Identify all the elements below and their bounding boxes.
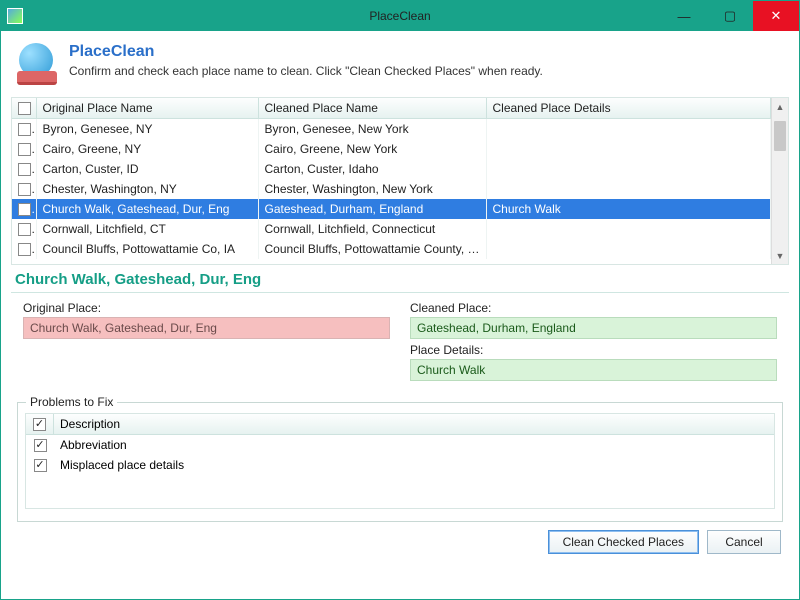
table-header-row: Original Place Name Cleaned Place Name C… [12,98,771,119]
table-row[interactable]: Council Bluffs, Pottowattamie Co, IACoun… [12,239,771,259]
window-controls: — ▢ ✕ [661,1,799,31]
table-row[interactable]: Chester, Washington, NYChester, Washingt… [12,179,771,199]
header-subtitle: Confirm and check each place name to cle… [69,64,543,78]
row-checkbox[interactable] [18,183,31,196]
problems-fieldset: Problems to Fix Description Abbreviation… [17,395,783,522]
places-table-wrap: Original Place Name Cleaned Place Name C… [11,97,789,265]
row-checkbox-cell[interactable] [12,179,36,199]
cell-details: Church Walk [486,199,771,219]
place-details-field[interactable]: Church Walk [410,359,777,381]
cell-original: Byron, Genesee, NY [36,119,258,139]
cell-details [486,239,771,259]
header-text: PlaceClean Confirm and check each place … [69,43,543,87]
vertical-scrollbar[interactable]: ▲ ▼ [771,98,788,264]
cell-cleaned: Chester, Washington, New York [258,179,486,199]
cell-details [486,119,771,139]
original-place-field[interactable]: Church Walk, Gateshead, Dur, Eng [23,317,390,339]
col-details[interactable]: Cleaned Place Details [486,98,771,119]
problem-row[interactable]: Misplaced place details [26,455,774,475]
table-row[interactable]: Byron, Genesee, NYByron, Genesee, New Yo… [12,119,771,139]
row-checkbox[interactable] [18,223,31,236]
col-cleaned[interactable]: Cleaned Place Name [258,98,486,119]
problems-header: Description [26,414,774,435]
problem-row[interactable]: Abbreviation [26,435,774,455]
table-row[interactable]: Carton, Custer, IDCarton, Custer, Idaho [12,159,771,179]
scroll-up-icon[interactable]: ▲ [772,98,788,115]
table-row[interactable]: Church Walk, Gateshead, Dur, EngGateshea… [12,199,771,219]
row-checkbox-cell[interactable] [12,239,36,259]
col-original[interactable]: Original Place Name [36,98,258,119]
problems-header-checkbox-cell[interactable] [26,414,54,434]
places-table[interactable]: Original Place Name Cleaned Place Name C… [12,98,771,264]
cell-cleaned: Cairo, Greene, New York [258,139,486,159]
detail-title: Church Walk, Gateshead, Dur, Eng [11,265,789,293]
problem-checkbox[interactable] [34,439,47,452]
cleaned-place-group: Cleaned Place: Gateshead, Durham, Englan… [410,301,777,339]
cell-original: Council Bluffs, Pottowattamie Co, IA [36,239,258,259]
cell-details [486,179,771,199]
cell-cleaned: Cornwall, Litchfield, Connecticut [258,219,486,239]
place-details-group: Place Details: Church Walk [410,343,777,381]
table-body: Byron, Genesee, NYByron, Genesee, New Yo… [12,119,771,259]
row-checkbox[interactable] [18,243,31,256]
row-checkbox-cell[interactable] [12,199,36,219]
cell-original: Cornwall, Litchfield, CT [36,219,258,239]
row-checkbox-cell[interactable] [12,119,36,139]
footer: Clean Checked Places Cancel [11,522,789,558]
scroll-track[interactable] [772,115,788,247]
cleaned-place-field[interactable]: Gateshead, Durham, England [410,317,777,339]
problems-legend: Problems to Fix [26,395,117,409]
cell-details [486,139,771,159]
original-place-label: Original Place: [23,301,390,315]
cell-cleaned: Byron, Genesee, New York [258,119,486,139]
row-checkbox[interactable] [18,203,31,216]
row-checkbox-cell[interactable] [12,139,36,159]
row-checkbox[interactable] [18,163,31,176]
problem-checkbox-cell[interactable] [26,439,54,452]
detail-grid: Original Place: Church Walk, Gateshead, … [11,297,789,389]
titlebar[interactable]: PlaceClean — ▢ ✕ [1,1,799,31]
problem-checkbox[interactable] [34,459,47,472]
table-row[interactable]: Cornwall, Litchfield, CTCornwall, Litchf… [12,219,771,239]
cell-original: Chester, Washington, NY [36,179,258,199]
header-title: PlaceClean [69,43,543,61]
close-button[interactable]: ✕ [753,1,799,31]
cell-cleaned: Carton, Custer, Idaho [258,159,486,179]
problems-header-checkbox[interactable] [33,418,46,431]
table-row[interactable]: Cairo, Greene, NYCairo, Greene, New York [12,139,771,159]
cancel-button[interactable]: Cancel [707,530,781,554]
clean-checked-places-button[interactable]: Clean Checked Places [548,530,699,554]
scroll-thumb[interactable] [774,121,786,151]
content-area: PlaceClean Confirm and check each place … [1,31,799,599]
problem-label: Misplaced place details [54,458,190,472]
row-checkbox[interactable] [18,143,31,156]
app-icon [7,8,23,24]
problems-header-label[interactable]: Description [54,414,774,434]
header-checkbox-cell[interactable] [12,98,36,119]
placeclean-icon [15,43,59,87]
row-checkbox[interactable] [18,123,31,136]
place-details-label: Place Details: [410,343,777,357]
cell-details [486,159,771,179]
app-window: PlaceClean — ▢ ✕ PlaceClean Confirm and … [0,0,800,600]
cell-details [486,219,771,239]
cell-cleaned: Gateshead, Durham, England [258,199,486,219]
header-checkbox[interactable] [18,102,31,115]
problems-table[interactable]: Description Abbreviation Misplaced place … [25,413,775,509]
original-place-group: Original Place: Church Walk, Gateshead, … [23,301,390,339]
row-checkbox-cell[interactable] [12,219,36,239]
window-title: PlaceClean [369,9,430,23]
scroll-down-icon[interactable]: ▼ [772,247,788,264]
cell-original: Cairo, Greene, NY [36,139,258,159]
maximize-button[interactable]: ▢ [707,1,753,31]
cleaned-place-label: Cleaned Place: [410,301,777,315]
cell-original: Church Walk, Gateshead, Dur, Eng [36,199,258,219]
header: PlaceClean Confirm and check each place … [11,39,789,97]
cell-original: Carton, Custer, ID [36,159,258,179]
problem-label: Abbreviation [54,438,133,452]
problem-checkbox-cell[interactable] [26,459,54,472]
minimize-button[interactable]: — [661,1,707,31]
cell-cleaned: Council Bluffs, Pottowattamie County, Io… [258,239,486,259]
row-checkbox-cell[interactable] [12,159,36,179]
